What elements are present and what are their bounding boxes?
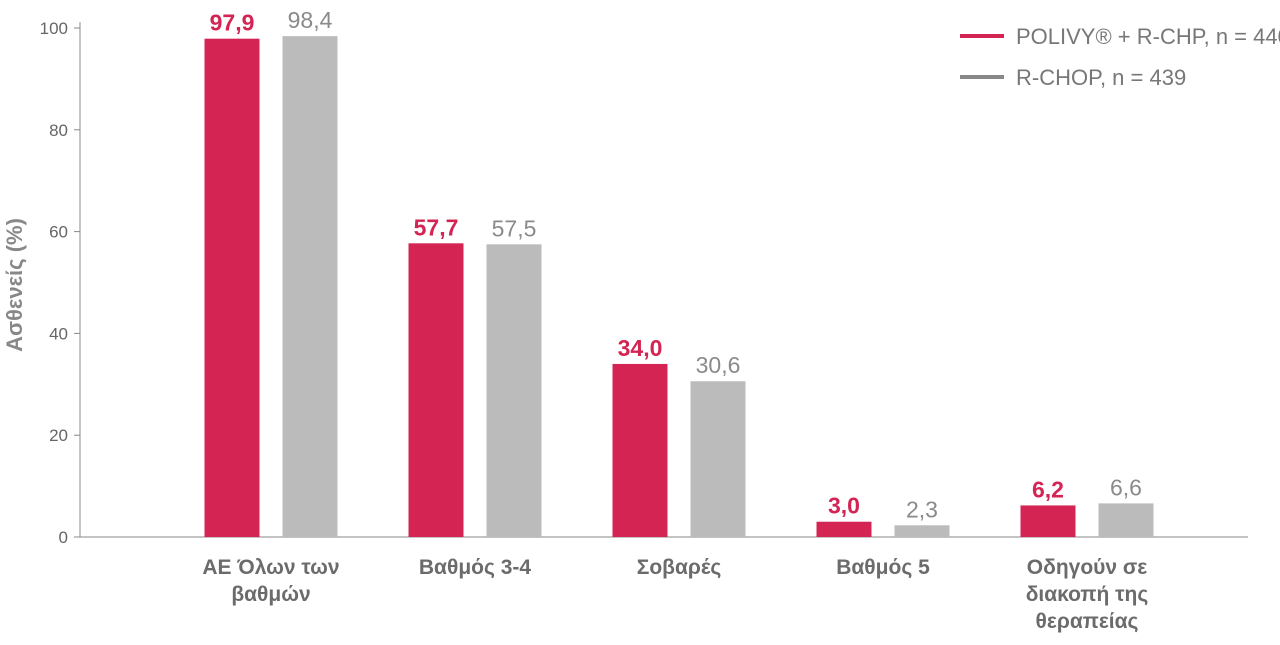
bar-series-2 (486, 244, 542, 537)
bar-series-2 (894, 525, 950, 537)
category-labels: ΑΕ Όλων των βαθμών Βαθμός 3-4 Σοβαρές Βαθμός… (202, 556, 1148, 633)
value-label-series-1: 34,0 (618, 335, 663, 361)
value-label-series-1: 6,2 (1032, 476, 1064, 502)
legend: POLIVY® + R-CHP, n = 440 R-CHOP, n = 439 (960, 24, 1280, 90)
y-tick-label: 100 (40, 19, 68, 38)
value-label-series-2: 6,6 (1110, 474, 1142, 500)
y-tick-label: 60 (49, 223, 68, 242)
legend-label-series-1: POLIVY® + R-CHP, n = 440 (1016, 24, 1280, 49)
category-label: ΑΕ Όλων των βαθμών (202, 556, 339, 606)
bar-series-2 (282, 36, 338, 537)
category-label: Βαθμός 3-4 (419, 556, 532, 579)
bar-series-2 (1098, 503, 1154, 537)
value-labels: 97,9 98,4 57,7 57,5 34,0 30,6 3,0 2,3 6,2 6,6 (210, 7, 1142, 522)
bar-series-1 (612, 363, 668, 537)
legend-label-series-2: R-CHOP, n = 439 (1016, 65, 1186, 90)
value-label-series-2: 57,5 (492, 215, 537, 241)
y-tick-label: 40 (49, 324, 68, 343)
y-tick-label: 80 (49, 121, 68, 140)
y-ticks: 0 20 40 60 80 100 (40, 19, 80, 547)
category-label: Σοβαρές (637, 556, 722, 579)
value-label-series-2: 30,6 (696, 352, 741, 378)
value-label-series-1: 97,9 (210, 10, 255, 36)
y-axis-label: Ασθενείς (%) (2, 218, 27, 352)
value-label-series-2: 98,4 (288, 7, 333, 33)
bar-series-1 (408, 243, 464, 537)
bar-series-1 (1020, 505, 1076, 537)
value-label-series-1: 3,0 (828, 493, 860, 519)
bar-series-1 (816, 521, 872, 537)
y-tick-label: 20 (49, 426, 68, 445)
category-label: Οδηγούν σε διακοπή της θεραπείας (1026, 556, 1149, 633)
value-label-series-2: 2,3 (906, 496, 938, 522)
bar-series-2 (690, 381, 746, 537)
category-label: Βαθμός 5 (836, 556, 930, 579)
y-tick-label: 0 (59, 528, 68, 547)
value-label-series-1: 57,7 (414, 214, 459, 240)
bar-series-1 (204, 38, 260, 538)
bars (204, 36, 1154, 538)
